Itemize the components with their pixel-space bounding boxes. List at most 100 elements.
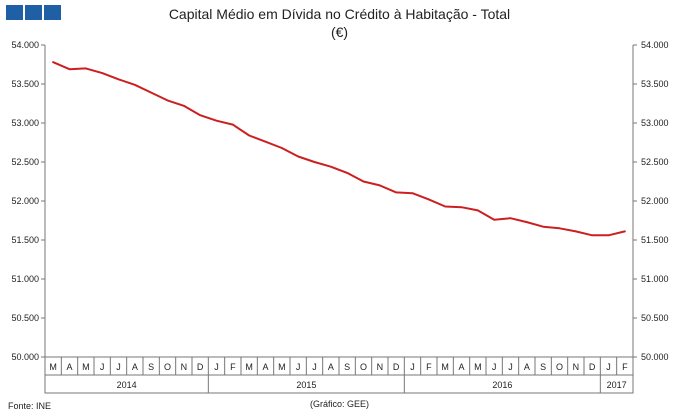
x-tick-label: O [164,362,171,372]
x-tick-label: M [441,362,449,372]
data-point [68,68,71,70]
x-tick-label: J [116,362,121,372]
x-tick-label: A [458,362,464,372]
data-point [313,161,316,163]
chart-subtitle: (€) [330,24,349,40]
data-point [477,209,479,212]
data-point [264,140,267,143]
source-note: Fonte: INE [8,401,52,411]
x-tick-label: A [66,362,72,372]
data-point [460,206,463,209]
x-tick-label: N [573,362,580,372]
y-tick-label-left: 53.000 [11,118,39,128]
data-point [134,83,136,86]
x-tick-label: O [556,362,563,372]
y-tick-label-right: 50.000 [641,352,669,362]
data-point [183,105,185,107]
x-tick-label: A [262,362,268,372]
x-tick-label: J [312,362,317,372]
y-tick-label-left: 53.500 [11,79,39,89]
year-label: 2015 [296,380,316,390]
data-point [362,180,365,183]
chart-title: Capital Médio em Dívida no Crédito à Hab… [168,6,511,22]
y-tick-label-right: 54.000 [641,40,669,50]
credit-note: (Gráfico: GEE) [309,399,369,409]
x-tick-label: F [426,362,432,372]
data-point [379,184,381,187]
data-point [591,234,593,237]
x-tick-label: M [278,362,286,372]
x-tick-label: F [230,362,236,372]
year-label: 2017 [607,380,627,390]
data-point [281,147,283,149]
logo-block [44,5,61,20]
data-point [428,198,430,201]
data-point [330,165,332,168]
data-point [607,234,610,237]
year-label: 2014 [117,380,137,390]
x-tick-label: S [344,362,350,372]
data-point [150,91,152,94]
x-tick-label: A [328,362,334,372]
x-tick-label: A [132,362,138,372]
data-point [117,78,120,81]
x-tick-label: J [100,362,105,372]
data-point [101,72,103,74]
logo [6,5,61,20]
x-tick-label: M [474,362,482,372]
y-tick-label-left: 51.000 [11,274,39,284]
y-tick-label-left: 54.000 [11,40,39,50]
data-point [509,217,512,219]
data-point [166,99,169,102]
x-tick-label: J [214,362,219,372]
data-point [542,225,544,228]
data-point [215,119,218,122]
x-tick-label: D [589,362,596,372]
data-point [297,155,299,158]
x-tick-label: O [360,362,367,372]
y-tick-label-right: 51.500 [641,235,669,245]
x-tick-label: D [197,362,204,372]
data-point [248,134,250,137]
data-point [575,230,577,233]
y-tick-label-right: 53.000 [641,118,669,128]
x-tick-label: J [606,362,611,372]
data-point [526,221,528,223]
data-point [411,192,414,194]
data-point [346,172,348,174]
x-tick-label: M [82,362,90,372]
data-point [444,205,446,208]
data-point [493,218,495,221]
x-tick-label: A [524,362,530,372]
data-point [624,230,626,233]
chart-title-block: Capital Médio em Dívida no Crédito à Hab… [0,5,679,41]
data-point [232,123,234,126]
x-tick-label: N [377,362,384,372]
y-tick-label-left: 51.500 [11,235,39,245]
y-tick-label-right: 52.500 [641,157,669,167]
x-tick-label: S [148,362,154,372]
x-tick-label: M [49,362,57,372]
y-tick-label-right: 52.000 [641,196,669,206]
y-tick-label-right: 53.500 [641,79,669,89]
data-point [558,227,561,230]
data-point [85,67,87,70]
y-tick-label-left: 52.000 [11,196,39,206]
data-point [395,191,397,194]
x-tick-label: J [508,362,513,372]
x-tick-label: J [492,362,497,372]
x-tick-label: D [393,362,400,372]
x-tick-label: N [181,362,188,372]
y-tick-label-left: 50.500 [11,313,39,323]
y-tick-label-right: 51.000 [641,274,669,284]
y-tick-label-left: 50.000 [11,352,39,362]
data-point [52,61,54,63]
x-tick-label: J [296,362,301,372]
x-tick-label: S [540,362,546,372]
year-label: 2016 [492,380,512,390]
x-tick-label: F [622,362,628,372]
logo-block [25,5,42,20]
x-tick-label: M [245,362,253,372]
y-tick-label-left: 52.500 [11,157,39,167]
